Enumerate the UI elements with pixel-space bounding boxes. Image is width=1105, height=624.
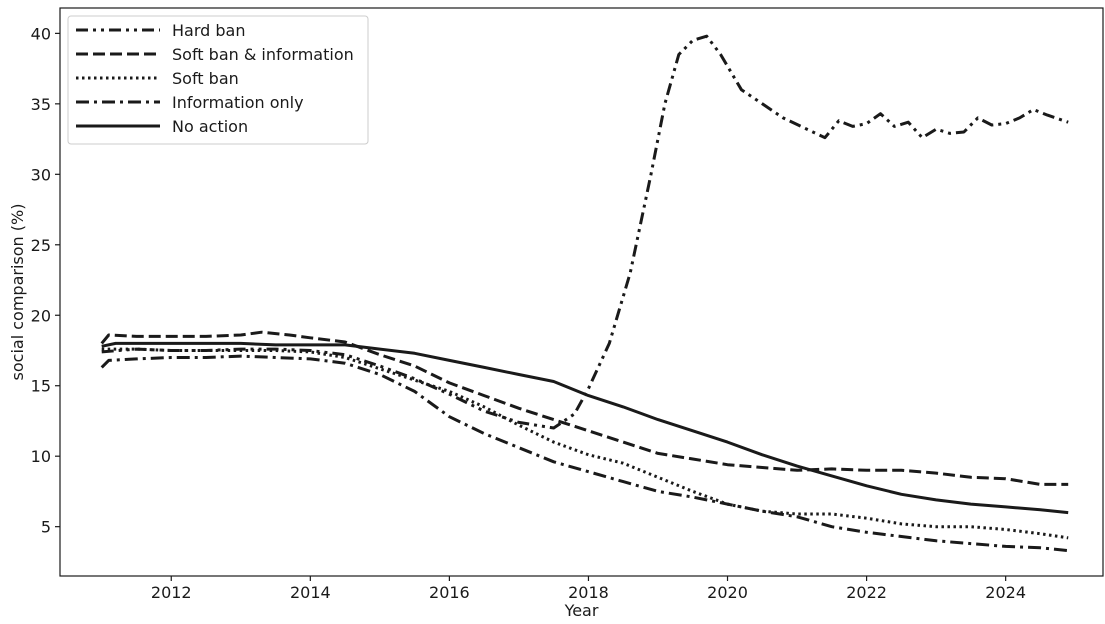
- x-axis-title: Year: [564, 601, 599, 620]
- x-tick-label: 2016: [429, 583, 470, 602]
- legend-label-information-only: Information only: [172, 93, 304, 112]
- legend-label-no-action: No action: [172, 117, 248, 136]
- series-line-soft-ban-information: [100, 330, 1069, 486]
- x-tick-label: 2020: [707, 583, 748, 602]
- series-line-soft-ban: [101, 347, 1069, 540]
- series-line-no-action: [101, 341, 1069, 515]
- x-tick-label: 2014: [290, 583, 331, 602]
- y-tick-label: 20: [31, 306, 51, 325]
- y-tick-label: 40: [31, 24, 51, 43]
- x-axis-ticks: 2012 2014 2016 2018 2020 2022 2024: [151, 576, 1026, 602]
- y-axis-title: social comparison (%): [8, 204, 27, 381]
- series-line-hard-ban: [101, 34, 1069, 430]
- y-tick-label: 5: [41, 518, 51, 537]
- y-tick-label: 35: [31, 95, 51, 114]
- y-tick-label: 10: [31, 447, 51, 466]
- legend: Hard ban Soft ban & information Soft ban In…: [67, 15, 369, 145]
- series-line-information-only: [100, 354, 1069, 553]
- x-tick-label: 2018: [568, 583, 609, 602]
- y-tick-label: 30: [31, 165, 51, 184]
- x-tick-label: 2012: [151, 583, 192, 602]
- plot-lines: [100, 34, 1069, 553]
- y-tick-label: 25: [31, 236, 51, 255]
- y-tick-label: 15: [31, 377, 51, 396]
- legend-label-soft-ban-information: Soft ban & information: [172, 45, 354, 64]
- legend-label-hard-ban: Hard ban: [172, 21, 245, 40]
- legend-box: [67, 15, 369, 145]
- y-axis-ticks: 5 10 15 20 25 30 35 40: [31, 24, 60, 537]
- legend-label-soft-ban: Soft ban: [172, 69, 239, 88]
- x-tick-label: 2022: [846, 583, 887, 602]
- x-tick-label: 2024: [985, 583, 1026, 602]
- plot-frame: [59, 7, 1104, 577]
